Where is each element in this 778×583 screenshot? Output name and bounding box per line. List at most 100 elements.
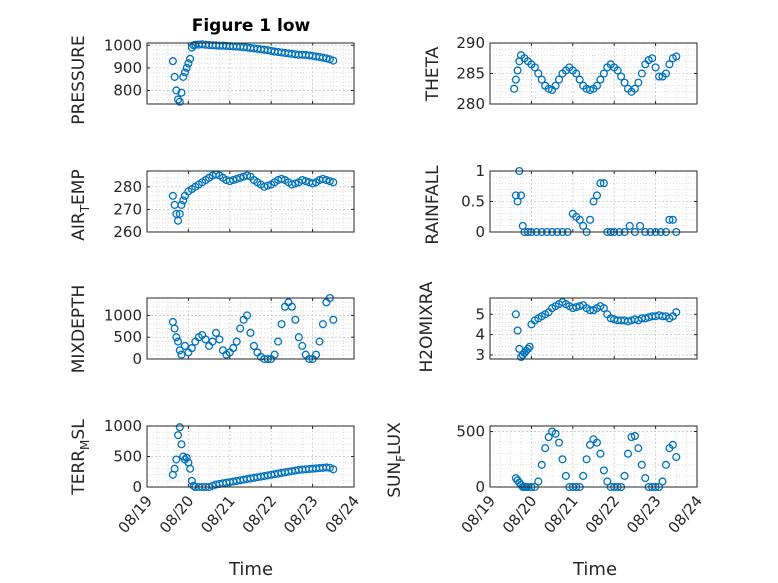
svg-text:H2OMIXRA: H2OMIXRA xyxy=(417,281,437,372)
data-point xyxy=(184,59,193,68)
data-point xyxy=(170,72,179,81)
data-point xyxy=(182,453,191,462)
data-point xyxy=(175,423,184,432)
data-point xyxy=(554,75,564,84)
data-point xyxy=(634,78,643,87)
data-point xyxy=(298,341,307,350)
ylabel-pressure: PRESSURE xyxy=(69,35,89,124)
data-point xyxy=(599,466,608,475)
svg-text:RAINFALL: RAINFALL xyxy=(423,165,443,245)
data-point xyxy=(294,333,303,342)
data-point xyxy=(246,328,255,337)
ylabel-h2omixra: H2OMIXRA xyxy=(417,281,437,372)
svg-text:MIXDEPTH: MIXDEPTH xyxy=(69,285,89,374)
data-point xyxy=(189,481,198,490)
panel-mixdepth: 0 500 1000 xyxy=(104,293,355,368)
ylabel-terr-msl: TERRMSL xyxy=(69,419,92,496)
data-point xyxy=(592,438,601,447)
data-point xyxy=(665,215,674,224)
panel-air-temp: 260 270 280 xyxy=(113,170,355,241)
data-point xyxy=(177,88,186,97)
data-point xyxy=(232,174,241,183)
data-point xyxy=(179,72,188,81)
data-point xyxy=(668,215,677,224)
panel-rainfall: 00.51 xyxy=(461,162,698,241)
data-point xyxy=(665,60,674,69)
axes-box-h2omixra xyxy=(489,297,698,360)
chart-title: Figure 1 low xyxy=(192,16,311,36)
series-mixdepth xyxy=(168,293,338,364)
data-point xyxy=(510,84,519,93)
data-point xyxy=(175,209,184,218)
data-point xyxy=(177,350,186,359)
data-point xyxy=(625,221,634,230)
data-point xyxy=(511,310,520,319)
data-point xyxy=(277,320,286,329)
y-tick-label: 3 xyxy=(475,346,485,364)
data-point xyxy=(572,69,581,78)
data-point xyxy=(229,175,238,185)
xlabel-left: Time xyxy=(228,559,273,580)
data-point xyxy=(537,460,546,469)
data-point xyxy=(329,178,338,187)
data-point xyxy=(516,191,526,200)
data-point xyxy=(634,444,643,453)
data-point xyxy=(329,56,338,65)
data-point xyxy=(637,460,646,469)
data-point xyxy=(596,75,605,84)
data-point xyxy=(672,453,681,462)
data-point xyxy=(291,179,300,188)
data-point xyxy=(544,84,553,93)
data-point xyxy=(541,444,550,453)
data-point xyxy=(177,440,186,449)
minor-grid-air-temp xyxy=(147,171,354,232)
data-point xyxy=(582,455,591,464)
data-point xyxy=(530,63,539,72)
data-point xyxy=(613,66,622,75)
axes-box-terr-msl xyxy=(146,425,355,488)
data-point xyxy=(672,308,681,317)
data-point xyxy=(620,78,629,87)
data-point xyxy=(322,175,331,185)
data-point xyxy=(311,350,321,359)
y-tick-label: 1000 xyxy=(104,417,142,435)
data-point xyxy=(513,197,522,206)
data-point xyxy=(329,315,338,324)
data-point xyxy=(287,180,296,189)
data-point xyxy=(174,95,183,104)
data-point xyxy=(225,177,234,186)
y-tick-label: 900 xyxy=(113,59,142,77)
data-point xyxy=(277,174,286,183)
panels: 800900100028028529026027028000.510500100… xyxy=(104,34,706,537)
y-tick-label: 1 xyxy=(475,162,485,180)
y-tick-label: 0 xyxy=(475,223,485,241)
ylabel-sun-flux: SUNFLUX xyxy=(385,422,408,498)
svg-text:THETA: THETA xyxy=(423,46,443,102)
data-point xyxy=(585,85,595,95)
data-point xyxy=(287,302,296,311)
data-point xyxy=(274,337,283,346)
axes-box-air-temp xyxy=(146,170,355,233)
data-point xyxy=(174,431,183,440)
ylabel-terr-msl-text: TERRMSL xyxy=(69,419,92,496)
series-pressure xyxy=(168,40,338,106)
data-point xyxy=(175,346,184,355)
data-point xyxy=(186,464,195,473)
data-point xyxy=(249,341,259,350)
data-point xyxy=(260,182,269,191)
data-point xyxy=(589,197,598,206)
data-point xyxy=(599,69,608,78)
data-point xyxy=(170,324,179,333)
data-point xyxy=(180,68,190,77)
series-h2omixra xyxy=(511,298,681,362)
data-point xyxy=(232,337,241,346)
y-tick-label: 0 xyxy=(475,478,485,496)
minor-grid-sun-flux xyxy=(490,426,697,487)
data-point xyxy=(579,221,588,230)
data-point xyxy=(172,333,181,342)
ylabel-sun-flux-text: SUNFLUX xyxy=(385,422,408,498)
y-tick-label: 280 xyxy=(456,95,485,113)
data-point xyxy=(168,191,177,200)
data-point xyxy=(513,66,522,75)
y-tick-label: 4 xyxy=(475,326,485,344)
